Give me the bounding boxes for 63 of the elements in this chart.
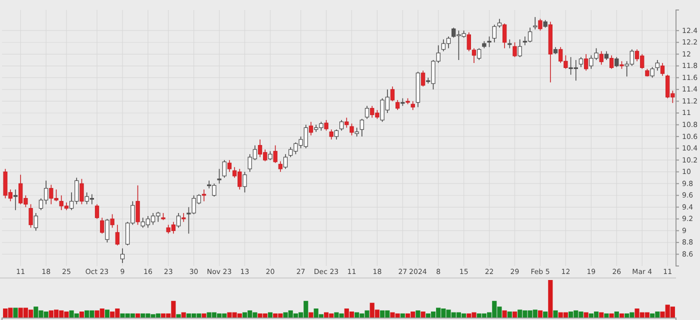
bar xyxy=(538,310,543,318)
candlestick xyxy=(283,154,288,170)
candlestick xyxy=(533,16,538,30)
candlestick xyxy=(13,189,18,210)
candlestick xyxy=(477,48,482,60)
candlestick xyxy=(502,23,507,49)
candlestick xyxy=(136,184,140,226)
candlestick xyxy=(390,86,395,102)
candlestick xyxy=(609,54,614,70)
candlestick xyxy=(512,42,517,58)
candlestick xyxy=(578,56,584,68)
candlestick xyxy=(242,171,247,193)
candlestick xyxy=(518,39,522,58)
candlestick xyxy=(28,204,33,228)
candlestick xyxy=(273,144,278,164)
candlestick xyxy=(538,18,542,31)
candlestick xyxy=(110,214,114,228)
candlestick xyxy=(614,56,619,68)
bar xyxy=(543,312,548,318)
candlestick xyxy=(105,218,110,243)
bar xyxy=(13,308,18,318)
candlestick xyxy=(120,248,125,264)
bar xyxy=(176,314,181,318)
bar xyxy=(202,313,206,318)
bar xyxy=(79,312,84,318)
candlestick xyxy=(334,129,339,140)
candlestick xyxy=(222,160,226,178)
candlestick xyxy=(308,121,314,136)
bar xyxy=(614,312,619,318)
candlestick xyxy=(584,54,588,72)
candlestick xyxy=(176,212,181,228)
candlestick xyxy=(227,160,232,172)
bar xyxy=(420,312,426,318)
candlestick xyxy=(80,178,84,205)
candlestick xyxy=(364,106,370,120)
bar xyxy=(507,312,512,318)
candlestick xyxy=(650,66,654,78)
candlestick xyxy=(324,120,328,132)
bar xyxy=(308,312,314,318)
bar xyxy=(104,310,110,318)
candlestick xyxy=(94,204,100,220)
candlestick xyxy=(420,70,426,87)
bar xyxy=(502,310,507,318)
candlestick xyxy=(115,224,120,246)
candlestick xyxy=(34,212,38,232)
candlestick xyxy=(350,123,354,136)
candlestick xyxy=(217,168,222,184)
bar xyxy=(512,312,518,318)
candlestick xyxy=(329,129,334,140)
candlestick xyxy=(100,217,104,234)
candlestick xyxy=(655,60,660,72)
candlestick xyxy=(278,160,282,172)
bar xyxy=(548,280,553,318)
bar xyxy=(553,310,558,318)
candlestick xyxy=(339,120,344,132)
candlestick xyxy=(487,36,492,48)
candlestick xyxy=(660,62,665,76)
candlestick xyxy=(396,100,400,110)
candlestick xyxy=(360,118,364,137)
candlestick xyxy=(599,50,604,66)
bar xyxy=(416,310,420,318)
candlestick xyxy=(492,24,496,43)
candlestick xyxy=(344,117,349,128)
